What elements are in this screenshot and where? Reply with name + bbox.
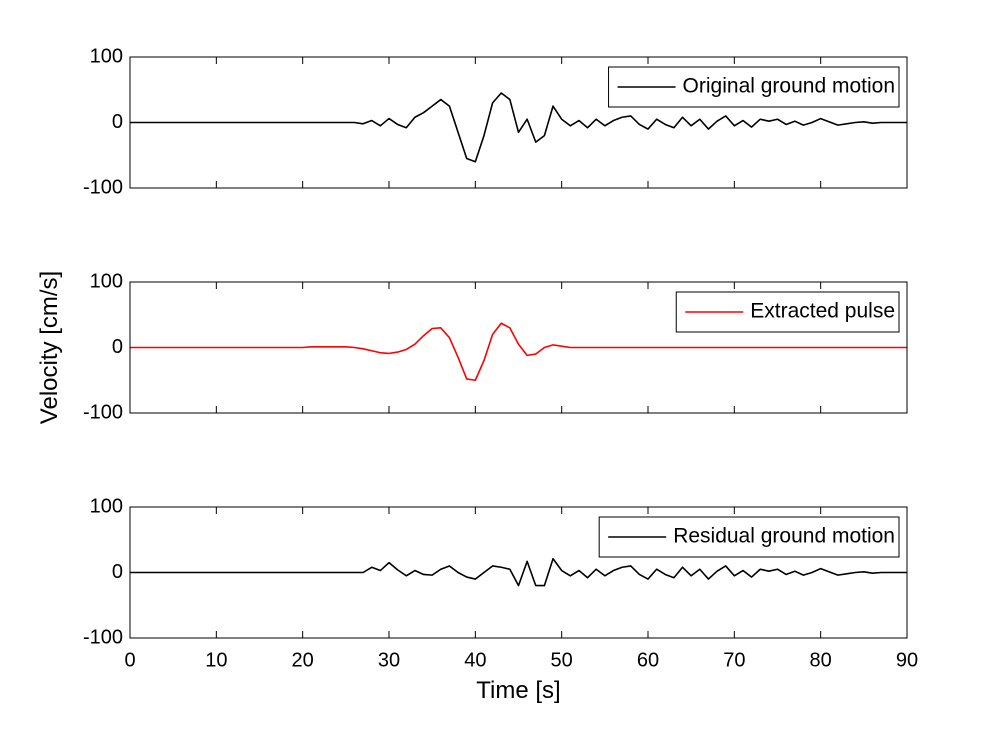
- x-axis-label: Time [s]: [476, 677, 560, 704]
- x-tick-label: 60: [637, 649, 659, 671]
- y-axis-label: Velocity [cm/s]: [36, 271, 63, 424]
- y-tick-label: -100: [83, 176, 123, 198]
- x-tick-label: 0: [124, 649, 135, 671]
- y-tick-label: 100: [90, 45, 123, 67]
- legend: Original ground motion: [608, 66, 900, 108]
- plot-frame: [129, 56, 908, 189]
- x-tick-label: 10: [205, 649, 227, 671]
- series-line: [130, 557, 907, 587]
- plot-frame: [129, 506, 908, 639]
- y-tick-label: -100: [83, 401, 123, 423]
- y-tick-label: 0: [112, 336, 123, 358]
- legend: Extracted pulse: [675, 291, 900, 333]
- x-tick-label: 80: [810, 649, 832, 671]
- legend-label: Original ground motion: [683, 75, 895, 98]
- y-tick-label: 100: [90, 495, 123, 517]
- subplot: -100 0 100 Extracted pulse Velocity [cm/s]: [36, 270, 908, 424]
- legend: Residual ground motion: [598, 516, 900, 558]
- legend-label: Residual ground motion: [673, 525, 895, 548]
- y-tick-label: 100: [90, 270, 123, 292]
- x-tick-label: 40: [464, 649, 486, 671]
- plot-frame: [129, 281, 908, 414]
- y-tick-label: 0: [112, 561, 123, 583]
- series-line: [130, 92, 907, 163]
- x-tick-label: 90: [896, 649, 918, 671]
- legend-label: Extracted pulse: [750, 300, 895, 323]
- series-line: [130, 322, 907, 382]
- y-tick-label: -100: [83, 626, 123, 648]
- x-tick-label: 70: [723, 649, 745, 671]
- x-tick-label: 50: [551, 649, 573, 671]
- x-tick-label: 30: [378, 649, 400, 671]
- subplot: -100 0 100 Original ground motion: [83, 45, 908, 198]
- y-tick-label: 0: [112, 111, 123, 133]
- x-tick-label: 20: [292, 649, 314, 671]
